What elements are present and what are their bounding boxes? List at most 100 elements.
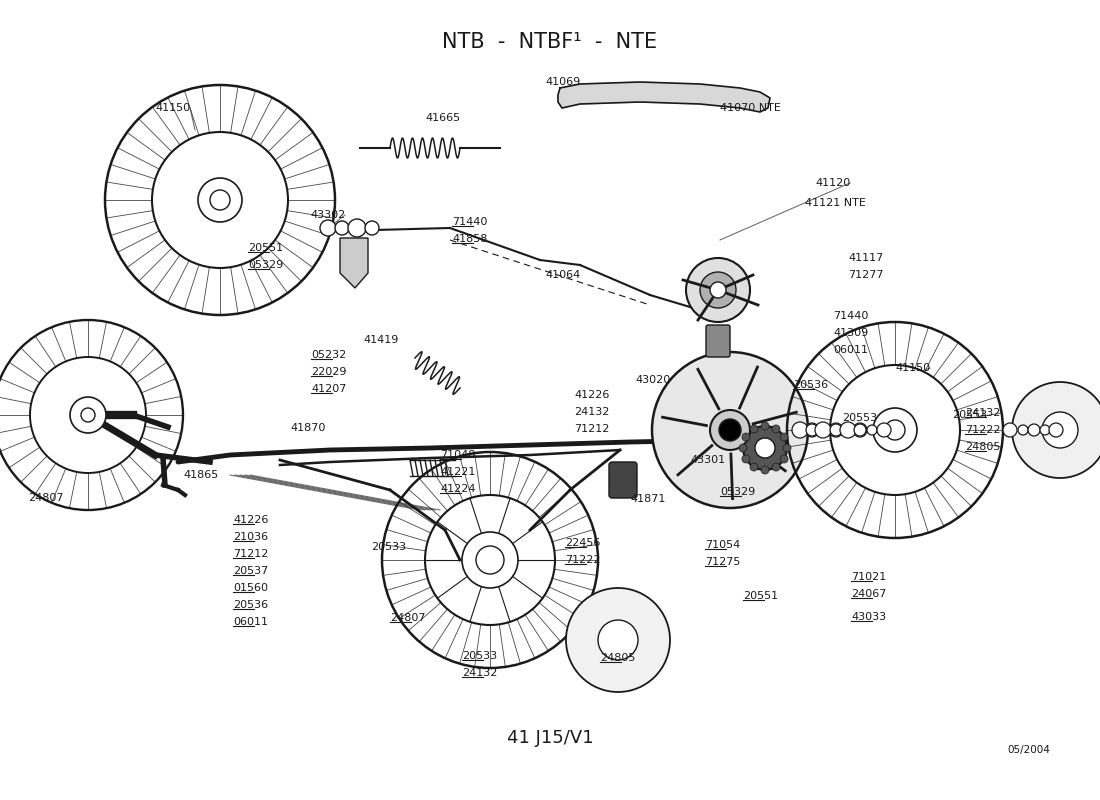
Text: 43033: 43033 — [851, 612, 887, 622]
Text: 24132: 24132 — [462, 668, 497, 678]
Text: 41 J15/V1: 41 J15/V1 — [507, 729, 593, 747]
Circle shape — [820, 425, 829, 435]
Text: 41070 NTE: 41070 NTE — [720, 103, 781, 113]
Text: 43020: 43020 — [635, 375, 670, 385]
Text: 41150: 41150 — [155, 103, 190, 113]
Circle shape — [30, 357, 146, 473]
Text: 41665: 41665 — [425, 113, 460, 123]
Circle shape — [830, 424, 842, 436]
Circle shape — [70, 397, 106, 433]
Text: 01560: 01560 — [233, 583, 268, 593]
Text: 43301: 43301 — [690, 455, 725, 465]
Circle shape — [780, 455, 788, 463]
Circle shape — [739, 444, 747, 452]
Text: 71054: 71054 — [705, 540, 740, 550]
Circle shape — [566, 588, 670, 692]
Text: 71212: 71212 — [574, 424, 609, 434]
Circle shape — [700, 272, 736, 308]
Text: 41069: 41069 — [544, 77, 581, 87]
Text: 41221: 41221 — [440, 467, 475, 477]
Text: 41226: 41226 — [233, 515, 268, 525]
Circle shape — [348, 219, 366, 237]
Circle shape — [719, 419, 741, 441]
Circle shape — [761, 466, 769, 474]
Text: 43302: 43302 — [310, 210, 345, 220]
Text: 24132: 24132 — [965, 408, 1000, 418]
Circle shape — [873, 408, 917, 452]
Text: 05329: 05329 — [248, 260, 284, 270]
Text: 20536: 20536 — [793, 380, 828, 390]
Circle shape — [840, 422, 856, 438]
Circle shape — [425, 495, 556, 625]
Text: 41865: 41865 — [183, 470, 218, 480]
Circle shape — [815, 422, 830, 438]
Text: 24132: 24132 — [574, 407, 609, 417]
Text: 20553: 20553 — [952, 410, 987, 420]
Circle shape — [806, 424, 818, 436]
Circle shape — [1040, 425, 1050, 435]
Text: 71212: 71212 — [233, 549, 268, 559]
Circle shape — [320, 220, 336, 236]
Circle shape — [1042, 412, 1078, 448]
Circle shape — [741, 433, 750, 441]
Circle shape — [686, 258, 750, 322]
Text: 05232: 05232 — [311, 350, 346, 360]
Circle shape — [772, 463, 780, 471]
Circle shape — [1003, 423, 1018, 437]
Text: 24805: 24805 — [965, 442, 1000, 452]
Text: 41870: 41870 — [290, 423, 326, 433]
FancyBboxPatch shape — [609, 462, 637, 498]
Circle shape — [829, 423, 843, 437]
Circle shape — [792, 422, 808, 438]
Text: NTB  -  NTBF¹  -  NTE: NTB - NTBF¹ - NTE — [442, 32, 658, 52]
Text: 41207: 41207 — [311, 384, 346, 394]
Text: 22029: 22029 — [311, 367, 346, 377]
Text: 20551: 20551 — [742, 591, 778, 601]
Circle shape — [710, 282, 726, 298]
Text: 41120: 41120 — [815, 178, 850, 188]
Text: 05329: 05329 — [720, 487, 756, 497]
Text: 20551: 20551 — [248, 243, 283, 253]
Text: 21036: 21036 — [233, 532, 268, 542]
Text: 06011: 06011 — [833, 345, 868, 355]
Text: 20537: 20537 — [233, 566, 268, 576]
Circle shape — [830, 365, 960, 495]
Text: 71440: 71440 — [833, 311, 868, 321]
Circle shape — [1018, 425, 1028, 435]
Circle shape — [750, 425, 758, 433]
Circle shape — [710, 410, 750, 450]
Circle shape — [783, 444, 791, 452]
Circle shape — [152, 132, 288, 268]
Circle shape — [805, 423, 820, 437]
Text: 41064: 41064 — [544, 270, 581, 280]
Text: 71440: 71440 — [452, 217, 487, 227]
Text: 20553: 20553 — [842, 413, 877, 423]
Circle shape — [365, 221, 380, 235]
FancyBboxPatch shape — [706, 325, 730, 357]
Circle shape — [741, 455, 750, 463]
Text: 41121 NTE: 41121 NTE — [805, 198, 866, 208]
Circle shape — [1028, 424, 1040, 436]
Circle shape — [198, 178, 242, 222]
Circle shape — [854, 424, 866, 436]
Circle shape — [462, 532, 518, 588]
Text: 71222: 71222 — [565, 555, 601, 565]
Text: 06011: 06011 — [233, 617, 268, 627]
Text: 22456: 22456 — [565, 538, 601, 548]
Text: 20533: 20533 — [462, 651, 497, 661]
Circle shape — [1049, 423, 1063, 437]
Circle shape — [652, 352, 808, 508]
Text: 41871: 41871 — [630, 494, 666, 504]
Polygon shape — [558, 82, 770, 112]
Circle shape — [1012, 382, 1100, 478]
Circle shape — [843, 425, 852, 435]
Text: 41419: 41419 — [363, 335, 398, 345]
Circle shape — [780, 433, 788, 441]
Text: 41117: 41117 — [848, 253, 883, 263]
Circle shape — [750, 463, 758, 471]
Text: 41224: 41224 — [440, 484, 475, 494]
Text: 24805: 24805 — [600, 653, 636, 663]
Circle shape — [755, 438, 775, 458]
Circle shape — [877, 423, 891, 437]
Text: 71222: 71222 — [965, 425, 1001, 435]
